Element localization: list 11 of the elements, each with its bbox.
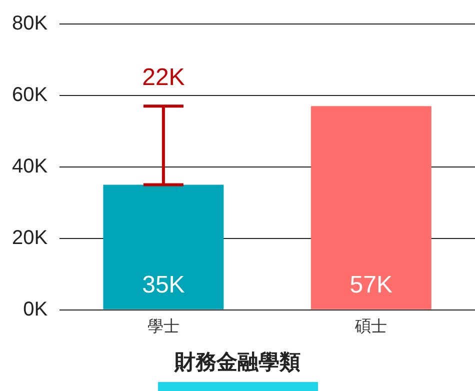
x-tick-label: 學士 — [147, 316, 180, 336]
y-tick-label: 40K — [12, 155, 48, 178]
y-tick-label: 20K — [12, 226, 48, 249]
x-tick-label: 碩士 — [354, 316, 388, 336]
text: 財務金融學類 — [173, 349, 302, 376]
y-tick-label: 0K — [23, 298, 48, 320]
data-label: 35K — [142, 271, 185, 298]
annotation: 22K — [142, 64, 185, 91]
data-label: 57K — [350, 271, 392, 298]
y-tick-label: 80K — [12, 12, 48, 35]
y-tick-label: 60K — [12, 84, 48, 106]
